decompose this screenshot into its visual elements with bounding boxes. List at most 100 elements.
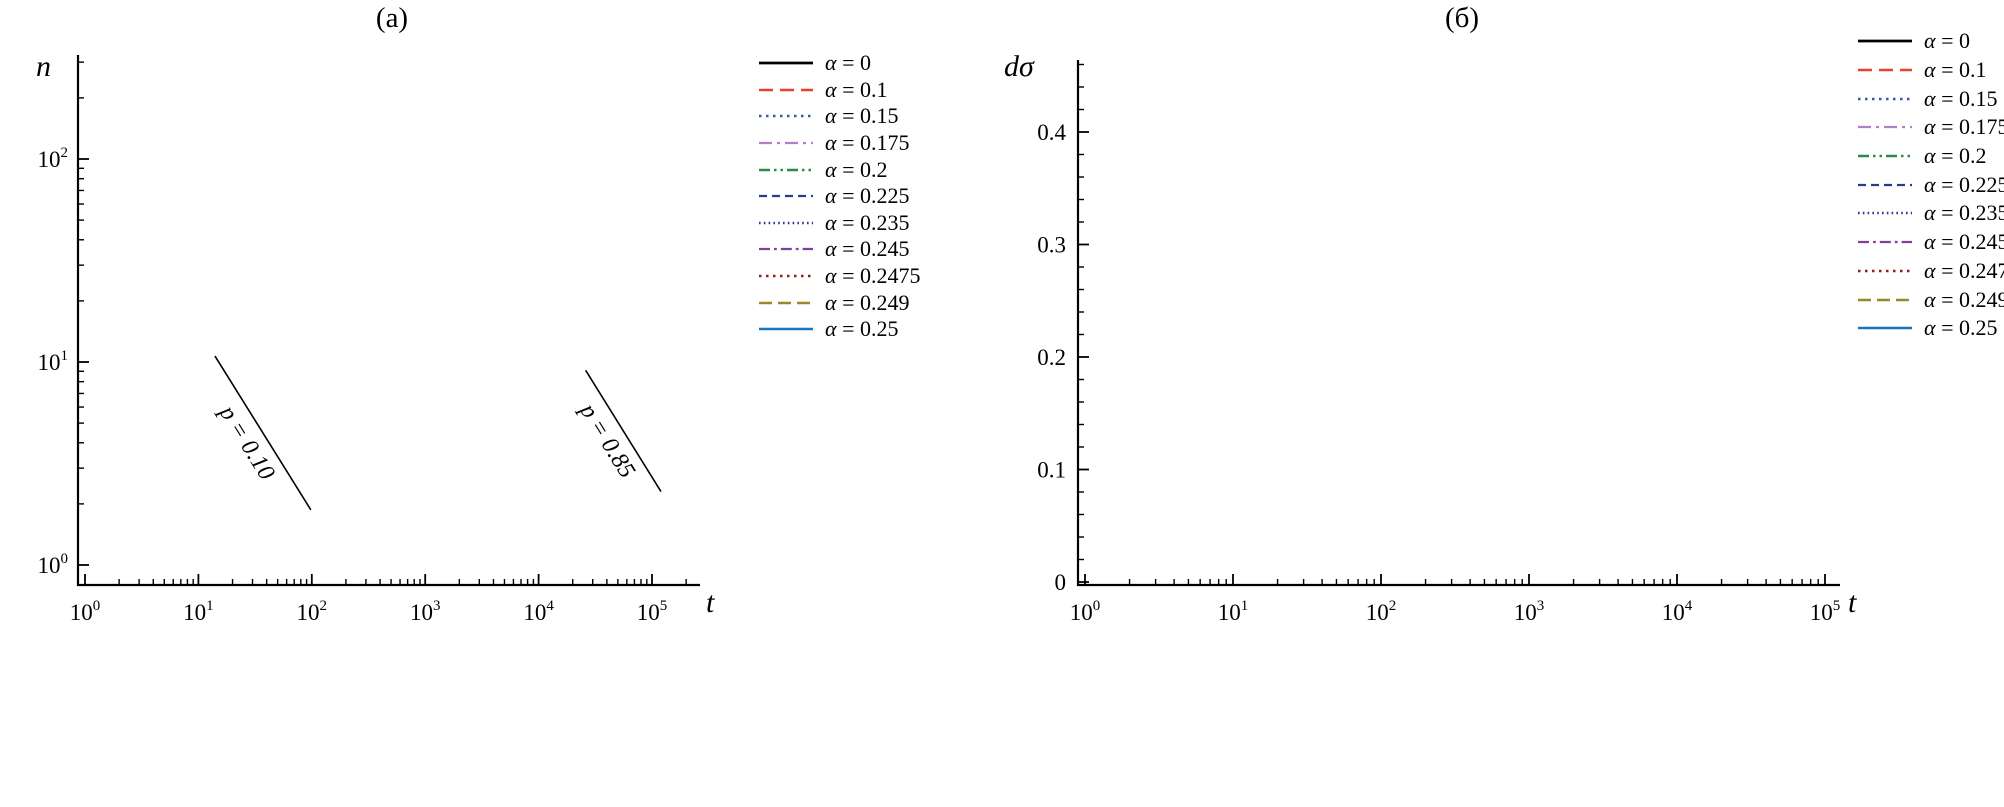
annotation-a-0: p = 0.10 — [213, 355, 312, 511]
series-b-α = 0.2475 — [1085, 560, 1840, 572]
legend-line-sample — [1858, 68, 1912, 72]
series-b-α = 0.225 — [1085, 450, 1840, 557]
legend-line-sample — [759, 61, 813, 65]
legend-line-sample — [759, 141, 813, 145]
legend-line-sample — [1858, 154, 1912, 158]
y-axis-ticks-a: 100 101 102 — [38, 61, 89, 578]
svg-text:102: 102 — [297, 598, 328, 625]
svg-text:0: 0 — [1055, 570, 1067, 595]
legend-label: α = 0.1 — [1924, 57, 1987, 83]
x-axis-ticks-a: 100 101 102 103 104 105 — [70, 574, 687, 625]
svg-text:105: 105 — [637, 598, 668, 625]
svg-text:101: 101 — [1218, 598, 1249, 625]
legend-label: α = 0.2475 — [825, 263, 921, 289]
legend-item-a-8: α = 0.2475 — [757, 263, 920, 290]
series-b-α = 0.249 — [1085, 569, 1840, 575]
legend-line-sample — [1858, 97, 1912, 101]
legend-label: α = 0.25 — [1924, 315, 1998, 341]
legend-line-sample — [1858, 39, 1912, 43]
legend-line-sample — [759, 274, 813, 278]
panel-a-title: (а) — [375, 2, 409, 34]
series-a-α = 0.235 — [85, 78, 672, 565]
series-a-α = 0.2 — [85, 75, 672, 565]
svg-text:103: 103 — [1514, 598, 1545, 625]
legend-line-sample — [759, 221, 813, 225]
legend-item-a-6: α = 0.235 — [757, 210, 920, 237]
legend-label: α = 0.225 — [825, 183, 910, 209]
legend-item-b-9: α = 0.249 — [1856, 285, 2004, 314]
svg-text:100: 100 — [38, 551, 69, 578]
svg-text:0.1: 0.1 — [1037, 458, 1066, 483]
legend-line-sample — [759, 168, 813, 171]
series-b-α = 0.245 — [1085, 548, 1840, 570]
svg-text:100: 100 — [70, 598, 101, 625]
series-a-α = 0.225 — [85, 75, 672, 565]
legend-label: α = 0.249 — [1924, 286, 2004, 312]
legend-label: α = 0.225 — [1924, 171, 2004, 197]
legend-item-a-5: α = 0.225 — [757, 183, 920, 210]
legend-line-sample — [759, 301, 813, 304]
legend-item-a-3: α = 0.175 — [757, 130, 920, 157]
legend-item-b-0: α = 0 — [1856, 27, 2004, 56]
svg-text:0.2: 0.2 — [1037, 345, 1066, 370]
panel-b-title: (б) — [1444, 2, 1480, 34]
chart-a: 100 101 102 103 104 105 100 101 102 p = 0.10 p = 0… — [38, 55, 700, 625]
legend-label: α = 0.2475 — [1924, 257, 2004, 283]
legend-line-sample — [1858, 298, 1912, 301]
series-b-α = 0.1 — [1310, 67, 1842, 532]
axes-b — [1076, 60, 1840, 587]
x-axis-label-a: t — [706, 586, 715, 619]
legend-item-a-10: α = 0.25 — [757, 316, 920, 343]
svg-text:102: 102 — [38, 145, 69, 172]
y-axis-label-b: dσ — [1004, 50, 1034, 83]
legend-item-b-5: α = 0.225 — [1856, 170, 2004, 199]
series-b-α = 0.235 — [1085, 496, 1840, 567]
legend-item-b-6: α = 0.235 — [1856, 199, 2004, 228]
legend-item-b-7: α = 0.245 — [1856, 228, 2004, 257]
legend-line-sample — [759, 327, 813, 331]
svg-text:103: 103 — [410, 598, 441, 625]
series-a-α = 0 — [85, 65, 672, 569]
axes-a — [76, 55, 700, 587]
x-axis-label-b: t — [1848, 586, 1857, 619]
legend-item-b-4: α = 0.2 — [1856, 142, 2004, 171]
legend-item-b-8: α = 0.2475 — [1856, 257, 2004, 286]
legend-label: α = 0 — [825, 50, 871, 76]
legend-label: α = 0.15 — [1924, 85, 1998, 111]
series-b-α = 0.2 — [1085, 334, 1840, 542]
legend-line-sample — [1858, 241, 1912, 244]
svg-text:102: 102 — [1366, 598, 1397, 625]
svg-text:0.3: 0.3 — [1037, 233, 1066, 258]
series-b-α = 0.15 — [1085, 114, 1840, 537]
legend-item-a-2: α = 0.15 — [757, 103, 920, 130]
legend-item-b-1: α = 0.1 — [1856, 56, 2004, 85]
series-group-b — [1085, 64, 1842, 578]
legend-label: α = 0.2 — [1924, 143, 1987, 169]
series-a-α = 0.175 — [85, 73, 672, 565]
legend-item-b-2: α = 0.15 — [1856, 84, 2004, 113]
series-a-α = 0.25 — [85, 87, 597, 454]
series-group-a — [85, 65, 672, 569]
chart-b: 100 101 102 103 104 105 0 0.1 0.2 0.3 0.4 — [1037, 60, 1842, 625]
legend-line-sample — [1858, 183, 1912, 186]
legend-line-sample — [759, 88, 813, 92]
legend-item-a-9: α = 0.249 — [757, 289, 920, 316]
series-a-α = 0.245 — [85, 78, 672, 559]
legend-label: α = 0.1 — [825, 76, 888, 102]
series-b-α = 0.25 — [1085, 568, 1840, 578]
legend-label: α = 0.25 — [825, 316, 899, 342]
svg-text:100: 100 — [1070, 598, 1101, 625]
legend-label: α = 0.175 — [825, 130, 910, 156]
legend-line-sample — [1858, 269, 1912, 273]
legend-label: α = 0.235 — [825, 209, 910, 235]
series-a-α = 0.249 — [85, 97, 672, 529]
legend-label: α = 0.15 — [825, 103, 899, 129]
legend-item-a-7: α = 0.245 — [757, 236, 920, 263]
svg-text:105: 105 — [1810, 598, 1841, 625]
svg-text:0.4: 0.4 — [1037, 120, 1066, 145]
series-a-α = 0.2475 — [85, 95, 672, 542]
svg-text:104: 104 — [523, 598, 554, 625]
annotation-a-1: p = 0.85 — [573, 369, 662, 492]
